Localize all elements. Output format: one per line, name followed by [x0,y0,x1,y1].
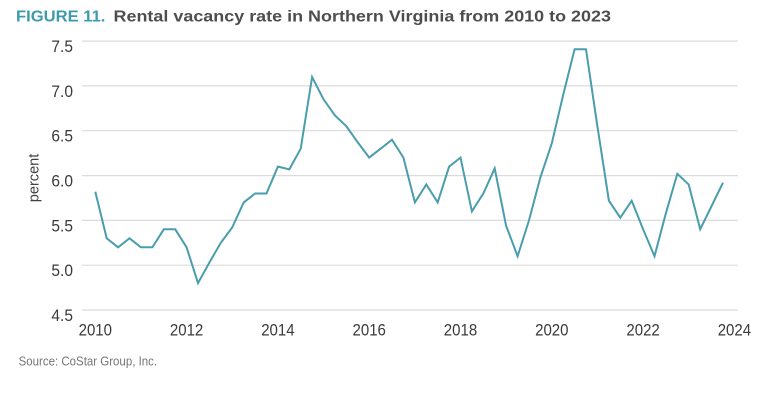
svg-text:6.5: 6.5 [51,127,73,146]
svg-text:2016: 2016 [353,321,386,340]
svg-text:Rental vacancy rate in Norther: Rental vacancy rate in Northern Virginia… [114,9,612,26]
svg-text:6.0: 6.0 [51,172,73,191]
svg-text:2020: 2020 [535,321,568,340]
svg-text:7.0: 7.0 [51,82,73,101]
svg-text:7.5: 7.5 [51,37,73,56]
svg-text:2014: 2014 [261,321,294,340]
svg-text:2024: 2024 [718,321,751,340]
svg-text:Source: CoStar Group, Inc.: Source: CoStar Group, Inc. [19,355,158,369]
svg-text:5.5: 5.5 [51,216,73,235]
svg-text:2010: 2010 [79,321,112,340]
svg-text:5.0: 5.0 [51,261,73,280]
svg-text:FIGURE 11.: FIGURE 11. [16,9,105,26]
svg-text:2012: 2012 [170,321,203,340]
svg-text:2018: 2018 [444,321,477,340]
svg-text:percent: percent [26,153,43,202]
svg-text:4.5: 4.5 [51,306,73,325]
svg-text:2022: 2022 [626,321,659,340]
